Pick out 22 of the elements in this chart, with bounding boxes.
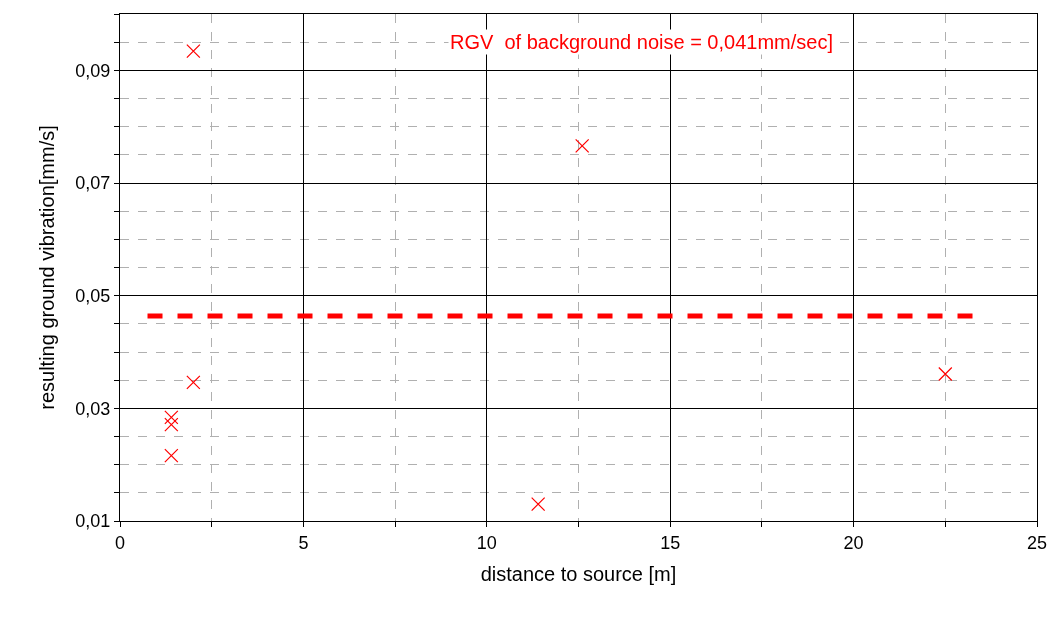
point	[531, 497, 546, 512]
x-tick-label: 15	[660, 532, 681, 553]
point	[164, 448, 179, 463]
x-axis-title: distance to source [m]	[480, 563, 677, 586]
x-tick-label: 25	[1026, 532, 1048, 553]
y-tick-label: 0,05	[75, 285, 111, 306]
point	[186, 44, 201, 59]
point	[938, 366, 953, 382]
point	[164, 410, 179, 425]
x-tick-label: 10	[476, 532, 497, 553]
x-tick-label: 5	[298, 532, 309, 553]
y-axis-title: resulting ground vibration[mm/s]	[35, 125, 58, 410]
x-tick-label: 0	[114, 532, 126, 553]
point	[164, 417, 179, 432]
y-tick-label: 0,03	[75, 398, 111, 419]
y-tick-label: 0,01	[75, 511, 111, 532]
y-tick-label: 0,09	[75, 60, 111, 81]
y-tick-label: 0,07	[75, 173, 111, 194]
point	[186, 375, 201, 390]
point	[575, 138, 590, 153]
x-tick-label: 20	[843, 532, 864, 553]
annotation: RGV of background noise = 0,041mm/sec]	[450, 31, 833, 53]
